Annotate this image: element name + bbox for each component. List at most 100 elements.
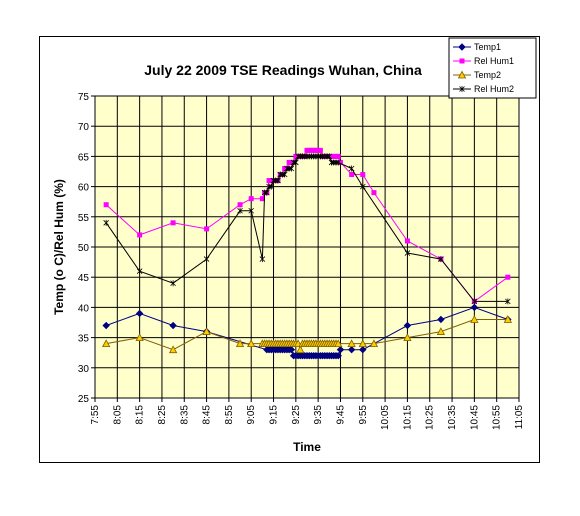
point-temp2 xyxy=(369,339,379,348)
series-temp2 xyxy=(101,315,513,354)
y-tick-label: 70 xyxy=(78,122,90,133)
point-rel-hum2 xyxy=(281,171,288,178)
y-tick-label: 65 xyxy=(78,152,90,163)
point-rel-hum2 xyxy=(326,153,333,160)
point-rel-hum2 xyxy=(264,189,270,196)
y-tick-label: 40 xyxy=(78,303,90,314)
legend-item-rel-hum1: Rel Hum1 xyxy=(453,56,514,66)
point-temp2 xyxy=(168,345,178,354)
point-temp2 xyxy=(202,327,211,335)
legend: Temp1 Rel Hum1 Temp2 Rel Hum2 xyxy=(448,37,537,99)
y-tick-label: 35 xyxy=(78,334,90,345)
point-rel-hum2 xyxy=(103,219,109,226)
x-tick-label: 9:45 xyxy=(335,405,346,425)
legend-marker xyxy=(457,70,467,79)
x-tick-label: 8:25 xyxy=(157,405,168,425)
point-temp2 xyxy=(247,339,256,348)
point-temp1 xyxy=(347,345,356,354)
point-rel-hum1 xyxy=(337,159,343,165)
legend-marker xyxy=(459,58,465,64)
x-axis-title: Time xyxy=(293,440,321,454)
x-tick-label: 11:05 xyxy=(514,405,525,430)
series-layer xyxy=(101,147,513,360)
point-temp2 xyxy=(503,315,513,323)
point-rel-hum1 xyxy=(371,190,377,196)
legend-item-rel-hum2: Rel Hum2 xyxy=(453,84,514,94)
x-tick-label: 10:45 xyxy=(469,405,480,430)
point-temp1 xyxy=(336,345,345,354)
x-axis-ticks: 7:55 8:05 8:15 8:25 8:35 8:45 8:55 9:05 9:15 9:25… xyxy=(90,398,525,430)
point-rel-hum1 xyxy=(360,172,366,178)
x-tick-label: 9:15 xyxy=(269,405,280,425)
point-rel-hum2 xyxy=(268,183,275,190)
point-rel-hum2 xyxy=(259,256,266,263)
point-rel-hum1 xyxy=(317,147,323,153)
series-rel-hum2 xyxy=(103,153,511,305)
x-tick-label: 8:35 xyxy=(179,405,190,425)
point-rel-hum2 xyxy=(288,165,295,172)
y-tick-label: 55 xyxy=(78,213,90,224)
point-temp2 xyxy=(235,339,245,348)
point-rel-hum1 xyxy=(259,196,265,202)
legend-marker xyxy=(459,86,465,92)
point-rel-hum1 xyxy=(170,220,176,226)
point-temp2 xyxy=(101,339,111,348)
point-rel-hum2 xyxy=(293,159,299,166)
point-rel-hum2 xyxy=(505,298,511,305)
x-tick-label: 8:45 xyxy=(202,405,213,425)
point-temp2 xyxy=(296,345,305,354)
point-rel-hum1 xyxy=(204,226,210,232)
legend-item-temp1: Temp1 xyxy=(453,42,501,52)
y-tick-label: 75 xyxy=(78,92,90,103)
y-tick-label: 60 xyxy=(78,183,90,194)
legend-item-temp2: Temp2 xyxy=(453,70,501,80)
point-rel-hum2 xyxy=(335,159,342,166)
x-tick-label: 8:05 xyxy=(112,405,123,425)
point-rel-hum1 xyxy=(404,238,410,244)
y-tick-label: 30 xyxy=(78,364,90,375)
point-temp1 xyxy=(102,321,110,330)
point-rel-hum2 xyxy=(471,298,478,305)
x-tick-label: 10:35 xyxy=(447,405,458,430)
point-temp2 xyxy=(347,339,356,348)
point-rel-hum2 xyxy=(136,268,143,275)
x-tick-label: 9:25 xyxy=(291,405,302,425)
point-temp2 xyxy=(135,333,144,341)
point-rel-hum1 xyxy=(335,153,341,159)
point-temp2 xyxy=(403,333,412,341)
point-rel-hum2 xyxy=(438,256,444,263)
point-temp1 xyxy=(334,352,342,360)
y-tick-label: 25 xyxy=(78,394,90,405)
point-temp2 xyxy=(334,339,343,348)
legend-label: Rel Hum2 xyxy=(474,84,514,94)
y-axis-title: Temp (o C)/Rel Hum (%) xyxy=(52,179,66,315)
legend-label: Temp1 xyxy=(474,42,501,52)
point-rel-hum1 xyxy=(248,196,254,202)
point-temp1 xyxy=(437,315,445,324)
y-tick-label: 50 xyxy=(78,243,90,254)
point-rel-hum2 xyxy=(360,183,366,190)
point-temp1 xyxy=(359,345,367,354)
point-temp2 xyxy=(358,339,367,348)
point-rel-hum2 xyxy=(203,256,210,263)
x-tick-label: 8:55 xyxy=(224,405,235,425)
y-tick-label: 45 xyxy=(78,273,90,284)
point-temp1 xyxy=(169,321,177,330)
grid-lines xyxy=(94,95,520,399)
point-rel-hum2 xyxy=(404,250,411,257)
point-rel-hum2 xyxy=(170,280,176,287)
x-tick-label: 10:05 xyxy=(380,405,391,430)
point-rel-hum1 xyxy=(349,172,355,178)
x-tick-label: 9:35 xyxy=(313,405,324,425)
y-axis-ticks: 25 30 35 40 45 50 55 60 65 70 75 xyxy=(78,92,95,405)
series-temp1 xyxy=(102,303,512,360)
x-tick-label: 8:15 xyxy=(135,405,146,425)
point-temp2 xyxy=(470,315,479,323)
x-tick-label: 10:55 xyxy=(492,405,503,430)
point-rel-hum2 xyxy=(237,207,243,214)
point-rel-hum2 xyxy=(248,207,254,214)
chart-title: July 22 2009 TSE Readings Wuhan, China xyxy=(144,62,422,78)
legend-label: Temp2 xyxy=(474,70,501,80)
x-tick-label: 9:05 xyxy=(246,405,257,425)
